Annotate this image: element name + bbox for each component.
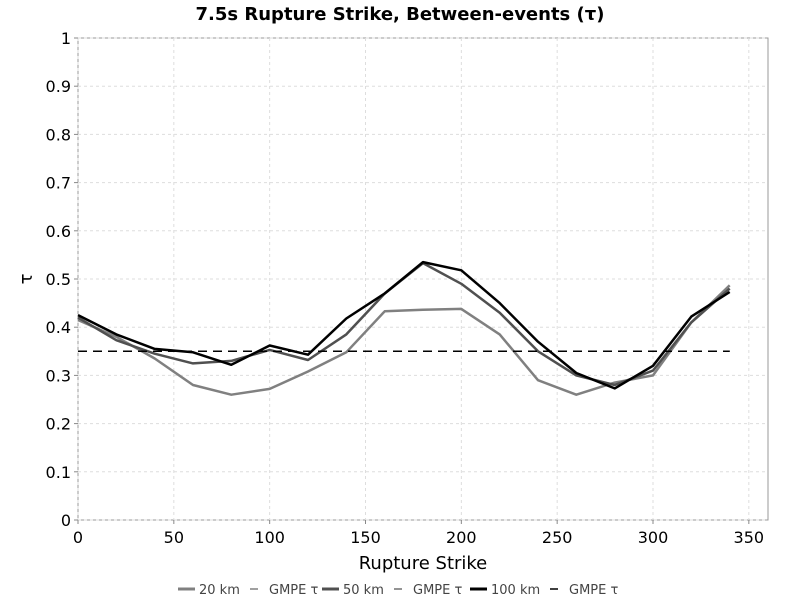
y-tick-label: 0 bbox=[61, 511, 71, 530]
x-tick-label: 250 bbox=[542, 528, 573, 547]
x-axis-ticks: 0 50 100 150 200 250 300 350 bbox=[73, 520, 764, 547]
x-tick-label: 0 bbox=[73, 528, 83, 547]
x-tick-label: 350 bbox=[734, 528, 765, 547]
x-tick-label: 300 bbox=[638, 528, 669, 547]
y-tick-label: 0.5 bbox=[46, 270, 71, 289]
y-axis-label: τ bbox=[16, 274, 37, 285]
y-tick-label: 0.2 bbox=[46, 415, 71, 434]
series-layer bbox=[77, 260, 731, 396]
y-tick-label: 0.8 bbox=[46, 125, 71, 144]
y-tick-label: 1 bbox=[61, 29, 71, 48]
y-tick-label: 0.6 bbox=[46, 222, 71, 241]
y-tick-label: 0.4 bbox=[46, 318, 71, 337]
y-tick-label: 0.9 bbox=[46, 77, 71, 96]
x-axis-label: Rupture Strike bbox=[359, 553, 488, 574]
legend-label-1: GMPE τ bbox=[269, 583, 318, 598]
y-tick-label: 0.3 bbox=[46, 366, 71, 385]
x-tick-label: 50 bbox=[164, 528, 184, 547]
x-tick-label: 200 bbox=[446, 528, 477, 547]
legend-label-4: 100 km bbox=[491, 583, 540, 598]
chart-title: 7.5s Rupture Strike, Between-events (τ) bbox=[196, 4, 605, 25]
legend-label-3: GMPE τ bbox=[413, 583, 462, 598]
grid bbox=[77, 37, 768, 521]
legend: 20 km GMPE τ 50 km GMPE τ 100 km GMPE τ bbox=[178, 583, 618, 598]
legend-label-0: 20 km bbox=[199, 583, 240, 598]
y-tick-label: 0.1 bbox=[46, 463, 71, 482]
y-tick-label: 0.7 bbox=[46, 174, 71, 193]
legend-label-2: 50 km bbox=[343, 583, 384, 598]
x-tick-label: 150 bbox=[350, 528, 381, 547]
legend-label-5: GMPE τ bbox=[569, 583, 618, 598]
x-tick-label: 100 bbox=[254, 528, 285, 547]
y-axis-ticks: 0 0.1 0.2 0.3 0.4 0.5 0.6 0.7 0.8 0.9 1 bbox=[46, 29, 78, 530]
